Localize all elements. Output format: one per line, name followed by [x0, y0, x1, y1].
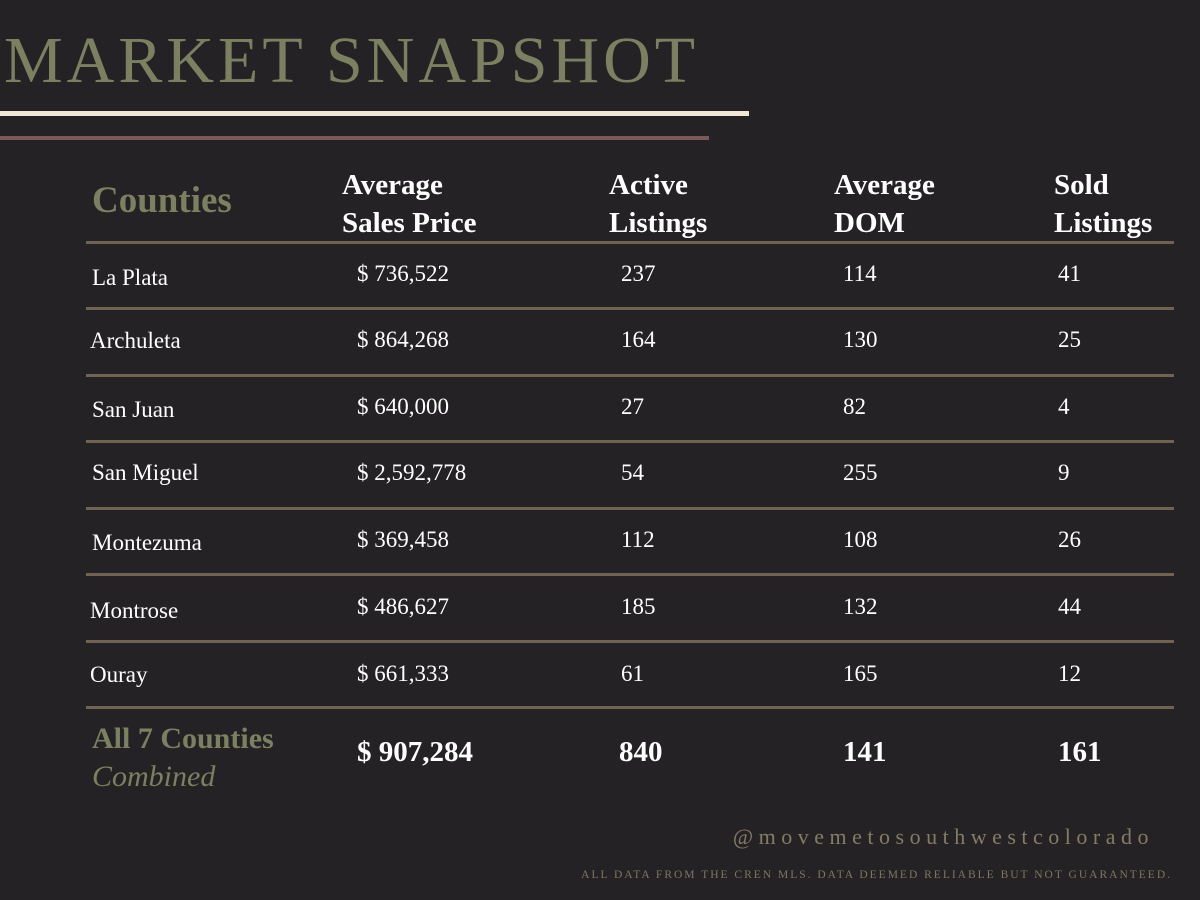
page-title: MARKET SNAPSHOT: [4, 24, 700, 97]
average-dom: 82: [843, 394, 866, 419]
title-underline-mauve: [0, 136, 709, 140]
county-name: San Miguel: [92, 460, 199, 485]
header-line: DOM: [834, 207, 905, 239]
sold-listings: 26: [1058, 527, 1081, 552]
total-sold-listings: 161: [1058, 736, 1102, 768]
average-sales-price: $ 2,592,778: [357, 460, 467, 485]
header-line: Active: [609, 169, 688, 201]
header-line: Sold: [1054, 169, 1109, 201]
active-listings: 164: [621, 327, 656, 352]
header-counties: Counties: [92, 180, 232, 221]
sold-listings: 25: [1058, 327, 1081, 352]
county-name: Archuleta: [90, 328, 181, 353]
sold-listings: 9: [1058, 460, 1070, 485]
average-dom: 255: [843, 460, 878, 485]
active-listings: 112: [621, 527, 655, 552]
county-name: Montrose: [90, 598, 179, 623]
combined-label-subtitle: Combined: [92, 760, 216, 793]
average-sales-price: $ 736,522: [357, 261, 449, 286]
county-name: San Juan: [92, 397, 175, 422]
header-active-listings: Active Listings: [609, 166, 707, 242]
combined-label: All 7 Counties Combined: [92, 720, 274, 796]
average-dom: 132: [843, 594, 878, 619]
total-average-sales-price: $ 907,284: [357, 736, 473, 768]
header-line: Sales Price: [342, 207, 477, 239]
average-sales-price: $ 640,000: [357, 394, 449, 419]
combined-label-title: All 7 Counties: [92, 722, 274, 755]
sold-listings: 4: [1058, 394, 1070, 419]
row-divider: [86, 640, 1174, 643]
social-handle: @movemetosouthwestcolorado: [732, 824, 1154, 849]
active-listings: 61: [621, 661, 644, 686]
header-average-sales-price: Average Sales Price: [342, 166, 476, 242]
active-listings: 27: [621, 394, 644, 419]
header-average-dom: Average DOM: [834, 166, 935, 242]
active-listings: 237: [621, 261, 656, 286]
title-underline-cream: [0, 111, 749, 116]
average-sales-price: $ 486,627: [357, 594, 449, 619]
row-divider: [86, 706, 1174, 709]
average-sales-price: $ 864,268: [357, 327, 449, 352]
sold-listings: 44: [1058, 594, 1081, 619]
row-divider: [86, 307, 1174, 310]
active-listings: 185: [621, 594, 656, 619]
sold-listings: 41: [1058, 261, 1081, 286]
header-line: Average: [834, 169, 935, 201]
average-dom: 165: [843, 661, 878, 686]
county-name: La Plata: [92, 265, 168, 290]
header-sold-listings: Sold Listings: [1054, 166, 1152, 242]
data-disclaimer: ALL DATA FROM THE CREN MLS. DATA DEEMED …: [581, 869, 1172, 881]
row-divider: [86, 573, 1174, 576]
total-active-listings: 840: [619, 736, 663, 768]
row-divider: [86, 241, 1174, 244]
header-line: Listings: [609, 207, 708, 239]
row-divider: [86, 440, 1174, 443]
row-divider: [86, 507, 1174, 510]
average-dom: 130: [843, 327, 878, 352]
row-divider: [86, 374, 1174, 377]
average-sales-price: $ 369,458: [357, 527, 449, 552]
average-dom: 108: [843, 527, 878, 552]
average-dom: 114: [843, 261, 877, 286]
header-line: Listings: [1054, 207, 1153, 239]
average-sales-price: $ 661,333: [357, 661, 449, 686]
header-line: Average: [342, 169, 443, 201]
total-average-dom: 141: [843, 736, 887, 768]
active-listings: 54: [621, 460, 644, 485]
county-name: Montezuma: [92, 530, 202, 555]
sold-listings: 12: [1058, 661, 1081, 686]
county-name: Ouray: [90, 662, 148, 687]
